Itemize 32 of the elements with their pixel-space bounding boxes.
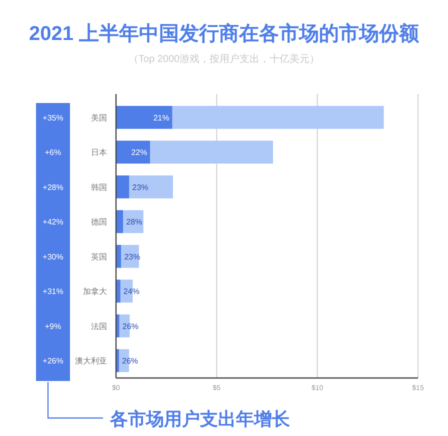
annotation: 26% xyxy=(122,322,138,331)
y-tick-label: 日本 xyxy=(91,148,107,158)
annotation: 28% xyxy=(126,218,142,227)
text: +30% xyxy=(42,252,64,262)
y-tick-label: 韩国 xyxy=(91,182,107,192)
bar xyxy=(150,140,274,164)
bar xyxy=(116,210,124,234)
text: +6% xyxy=(44,148,62,158)
bar xyxy=(116,175,130,198)
bar xyxy=(129,175,173,198)
text: 各市场用户支出年增长 xyxy=(109,409,291,429)
y-tick-label: 法国 xyxy=(91,322,107,331)
text: +26% xyxy=(42,356,64,366)
chart-title: 2021 上半年中国发行商在各市场的市场份额 xyxy=(28,22,420,45)
annotation: 22% xyxy=(131,148,148,158)
bar xyxy=(116,106,172,129)
bar xyxy=(172,106,384,129)
y-tick-label: 英国 xyxy=(91,252,107,262)
y-tick-label: 德国 xyxy=(91,218,107,227)
bar xyxy=(116,280,120,303)
text: +42% xyxy=(42,218,64,227)
text: +31% xyxy=(42,287,64,296)
text: +9% xyxy=(44,322,62,331)
y-tick-label: 澳大利亚 xyxy=(75,356,107,366)
annotation: 21% xyxy=(153,113,170,122)
bar xyxy=(116,140,150,164)
annotation: 23% xyxy=(132,182,148,192)
text: +28% xyxy=(42,182,64,192)
y-tick-label: 加拿大 xyxy=(83,287,107,296)
annotation: 26% xyxy=(122,356,138,366)
text: +35% xyxy=(42,113,64,122)
y-tick-label: 美国 xyxy=(91,113,107,122)
